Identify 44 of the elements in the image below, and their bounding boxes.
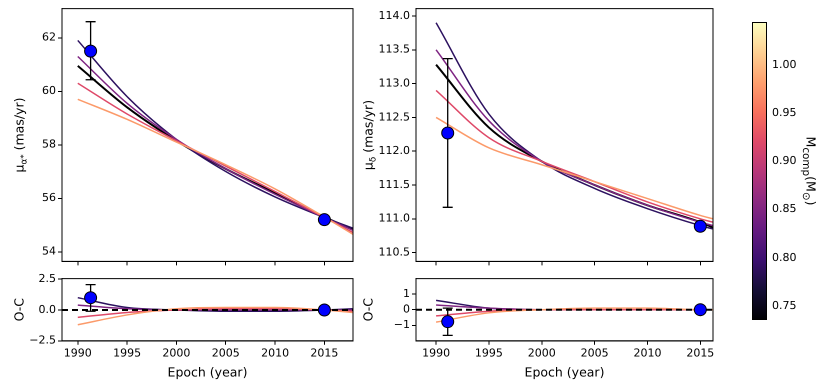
x-tick-label: 1995	[474, 346, 503, 360]
x-tick-label: 2015	[686, 346, 714, 360]
x-tick-label: 1990	[422, 346, 450, 360]
y-tick-label: 112.5	[378, 110, 410, 124]
line-series	[435, 116, 713, 220]
x-tick-label: 2010	[261, 346, 290, 360]
y-axis-title: μα* (mas/yr)	[11, 98, 30, 172]
y-tick-label: 58	[42, 138, 56, 151]
x-tick-label: 1990	[64, 346, 92, 360]
x-tick-label: 2005	[580, 346, 609, 360]
x-tick-label: 2005	[212, 346, 240, 360]
y-tick-label: 112.0	[378, 144, 410, 158]
y-tick-label: 1	[403, 287, 410, 300]
y-tick-label: −1	[394, 318, 410, 332]
x-tick-label: 2015	[310, 346, 338, 360]
y-tick-label: 0.0	[38, 302, 56, 316]
x-axis-title: Epoch (year)	[168, 364, 248, 380]
color-bar-label: 0.95	[772, 105, 796, 122]
x-tick-label: 2010	[633, 346, 662, 360]
y-tick-label: 113.0	[378, 76, 410, 90]
y-tick-label: 56	[42, 191, 56, 204]
y-tick-label: 113.5	[378, 42, 410, 56]
x-tick-label: 1995	[113, 346, 142, 360]
x-tick-label: 2000	[528, 346, 556, 360]
y-axis-title: O-C	[360, 298, 376, 322]
y-axis-title: μδ (mas/yr)	[360, 100, 379, 170]
x-axis-title: Epoch (year)	[524, 364, 604, 380]
color-bar-label: 0.90	[772, 153, 796, 170]
y-tick-label: 110.5	[378, 245, 410, 258]
color-bar-label: 1.00	[772, 57, 796, 74]
y-tick-label: −2.5	[29, 334, 56, 347]
color-bar-label: 0.75	[772, 298, 796, 314]
y-tick-label: 60	[42, 84, 56, 98]
x-tick-label: 2000	[162, 346, 190, 360]
y-tick-label: 2.5	[38, 272, 56, 286]
y-tick-label: 114.0	[378, 8, 410, 22]
color-bar-label: 0.80	[772, 250, 796, 266]
y-tick-label: 111.0	[378, 212, 410, 225]
y-tick-label: 54	[42, 244, 56, 258]
y-tick-label: 0	[403, 302, 410, 316]
y-tick-label: 111.5	[378, 178, 410, 191]
y-axis-title: O-C	[11, 298, 26, 322]
y-tick-label: 62	[42, 30, 56, 44]
color-bar-label: 0.85	[772, 201, 796, 218]
